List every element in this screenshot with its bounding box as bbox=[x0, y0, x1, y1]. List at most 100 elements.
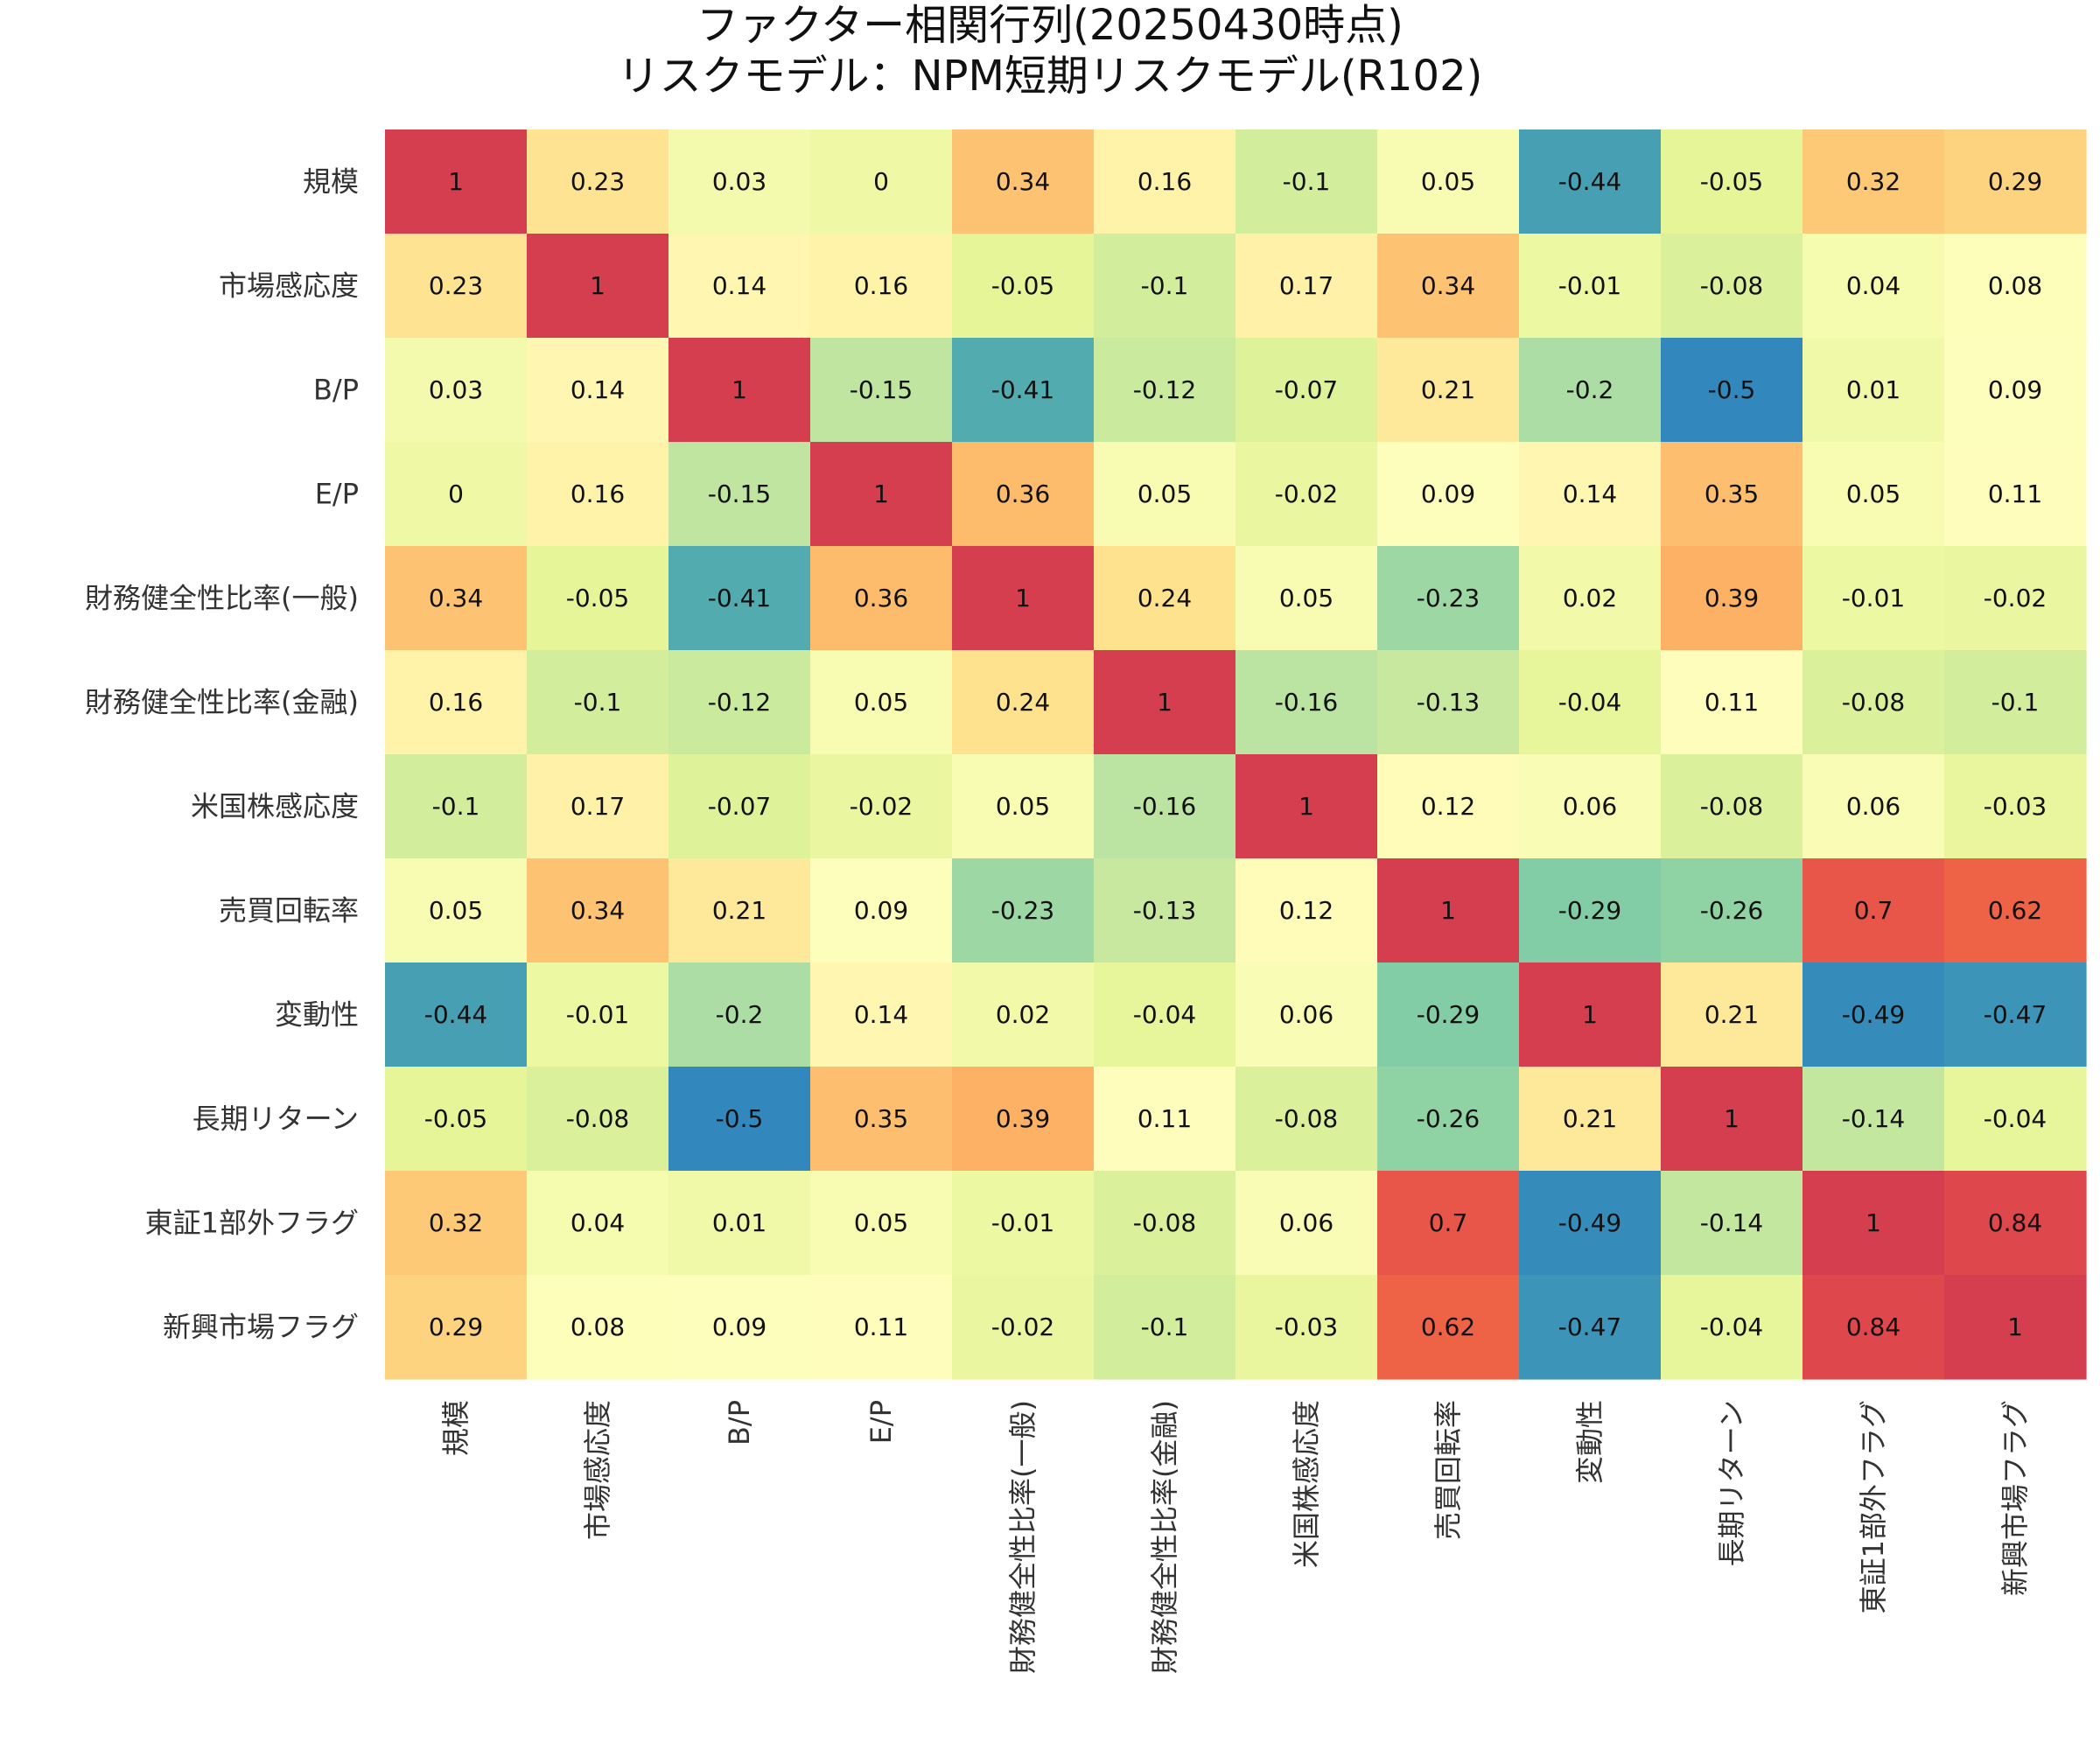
row-tick-label: 長期リターン bbox=[192, 1102, 359, 1136]
heatmap-cell bbox=[810, 1275, 953, 1380]
heatmap-cell-value: 0.62 bbox=[1988, 896, 2042, 925]
column-tick-label: 財務健全性比率(金融) bbox=[1148, 1400, 1181, 1674]
heatmap-cell bbox=[1519, 1275, 1662, 1380]
heatmap-cell-value: 0.14 bbox=[1563, 480, 1617, 508]
heatmap-cell-value: 0.05 bbox=[996, 792, 1050, 821]
column-tick-label: 米国株感応度 bbox=[1290, 1400, 1323, 1568]
heatmap-cell-value: -0.08 bbox=[1842, 688, 1905, 717]
heatmap-cell-value: -0.05 bbox=[566, 584, 629, 612]
heatmap-cell bbox=[810, 546, 953, 651]
heatmap-cell-value: 0.05 bbox=[1421, 167, 1475, 196]
heatmap-cell bbox=[1236, 130, 1378, 234]
heatmap-cell-value: -0.04 bbox=[1133, 1000, 1196, 1029]
heatmap-cell-value: 0.17 bbox=[570, 792, 625, 821]
heatmap-cell-value: -0.15 bbox=[708, 480, 771, 508]
heatmap-cell-value: 0.23 bbox=[429, 271, 483, 300]
heatmap-cell-value: -0.26 bbox=[1700, 896, 1763, 925]
heatmap-cell-value: 0.36 bbox=[996, 480, 1050, 508]
row-tick-label: 東証1部外フラグ bbox=[145, 1207, 359, 1240]
heatmap-cell bbox=[1094, 650, 1236, 755]
heatmap-cell bbox=[1236, 650, 1378, 755]
heatmap-cell bbox=[385, 962, 528, 1068]
heatmap-cell bbox=[1236, 546, 1378, 651]
heatmap-cell bbox=[385, 546, 528, 651]
heatmap-cell bbox=[1094, 1067, 1236, 1172]
heatmap-cell-value: -0.01 bbox=[566, 1000, 629, 1029]
heatmap-cell-value: 0.23 bbox=[570, 167, 625, 196]
heatmap-cell bbox=[1236, 962, 1378, 1068]
heatmap-cell bbox=[952, 1067, 1095, 1172]
column-tick-label: 財務健全性比率(一般) bbox=[1006, 1400, 1040, 1674]
heatmap-cell bbox=[952, 858, 1095, 963]
heatmap-cell-value: -0.15 bbox=[850, 375, 913, 404]
heatmap-cell bbox=[1802, 130, 1945, 234]
heatmap-cell bbox=[668, 130, 811, 234]
heatmap-cell-value: 0.01 bbox=[1846, 375, 1900, 404]
row-tick-label: 米国株感応度 bbox=[191, 790, 359, 823]
heatmap-cell-value: 0.08 bbox=[1988, 271, 2042, 300]
heatmap-cell-value: 1 bbox=[732, 375, 747, 404]
heatmap-cell-value: 1 bbox=[1866, 1208, 1881, 1237]
heatmap-cell-value: -0.49 bbox=[1842, 1000, 1905, 1029]
heatmap-cell-value: 0.12 bbox=[1421, 792, 1475, 821]
heatmap-cell bbox=[952, 1171, 1095, 1276]
heatmap-cell bbox=[952, 338, 1095, 443]
row-tick-label: 市場感応度 bbox=[219, 270, 359, 303]
heatmap-cell-value: 0.16 bbox=[429, 688, 483, 717]
row-tick-label: 財務健全性比率(金融) bbox=[85, 686, 359, 719]
heatmap-cell-value: -0.07 bbox=[1275, 375, 1338, 404]
row-tick-label: 変動性 bbox=[275, 998, 359, 1032]
heatmap-cell bbox=[1236, 442, 1378, 547]
heatmap-cell-value: -0.1 bbox=[432, 792, 480, 821]
heatmap-cell-value: -0.03 bbox=[1275, 1312, 1338, 1341]
heatmap-cell-value: 0.06 bbox=[1563, 792, 1617, 821]
heatmap-cell-value: 0.03 bbox=[712, 167, 766, 196]
heatmap-cell-value: -0.1 bbox=[1283, 167, 1331, 196]
heatmap-cell bbox=[385, 1275, 528, 1380]
heatmap-cell-value: 0.17 bbox=[1279, 271, 1334, 300]
heatmap-cell-value: 0.7 bbox=[1429, 1208, 1468, 1237]
heatmap-cell bbox=[1377, 754, 1520, 859]
heatmap-cell-value: 0.08 bbox=[570, 1312, 625, 1341]
heatmap-cell-value: 0.09 bbox=[712, 1312, 766, 1341]
heatmap-cell bbox=[1661, 442, 1803, 547]
heatmap-cell-value: 0.21 bbox=[1563, 1104, 1617, 1133]
heatmap-cell bbox=[1802, 858, 1945, 963]
heatmap-cell bbox=[810, 130, 953, 234]
heatmap-cell-value: 0.34 bbox=[429, 584, 483, 612]
heatmap-cell bbox=[385, 754, 528, 859]
heatmap-cell bbox=[810, 650, 953, 755]
heatmap-cell-value: 0.11 bbox=[1138, 1104, 1192, 1133]
heatmap-cell bbox=[668, 754, 811, 859]
heatmap-cell-value: -0.14 bbox=[1842, 1104, 1905, 1133]
heatmap-cell-value: 0.16 bbox=[570, 480, 625, 508]
heatmap-cell bbox=[1377, 962, 1520, 1068]
heatmap-cell bbox=[1377, 650, 1520, 755]
heatmap-cell bbox=[952, 754, 1095, 859]
heatmap-cell-value: -0.5 bbox=[1708, 375, 1756, 404]
heatmap-cell bbox=[1944, 962, 2087, 1068]
heatmap-cell-value: -0.02 bbox=[991, 1312, 1054, 1341]
heatmap-cell bbox=[668, 962, 811, 1068]
heatmap-cell-value: 0.34 bbox=[570, 896, 625, 925]
heatmap-cell bbox=[810, 1171, 953, 1276]
heatmap-cell bbox=[1802, 754, 1945, 859]
heatmap-cell-value: -0.08 bbox=[566, 1104, 629, 1133]
row-tick-label: 売買回転率 bbox=[219, 894, 359, 928]
heatmap-cell bbox=[1944, 1275, 2087, 1380]
heatmap-cell-value: 0.05 bbox=[854, 688, 908, 717]
heatmap-cell bbox=[1802, 546, 1945, 651]
heatmap-cell-value: 0.04 bbox=[1846, 271, 1900, 300]
heatmap-cell-value: -0.1 bbox=[1141, 271, 1189, 300]
heatmap-cell-value: 0.21 bbox=[1704, 1000, 1759, 1029]
heatmap-cell bbox=[1661, 234, 1803, 339]
heatmap-cell-value: 1 bbox=[590, 271, 606, 300]
heatmap-cell bbox=[1519, 234, 1662, 339]
heatmap-cell bbox=[1802, 442, 1945, 547]
heatmap-cell-value: -0.44 bbox=[424, 1000, 487, 1029]
heatmap-cell-value: -0.02 bbox=[1984, 584, 2047, 612]
heatmap-cell-value: -0.5 bbox=[716, 1104, 764, 1133]
heatmap-cell bbox=[1802, 1067, 1945, 1172]
heatmap-cell-value: -0.49 bbox=[1558, 1208, 1621, 1237]
